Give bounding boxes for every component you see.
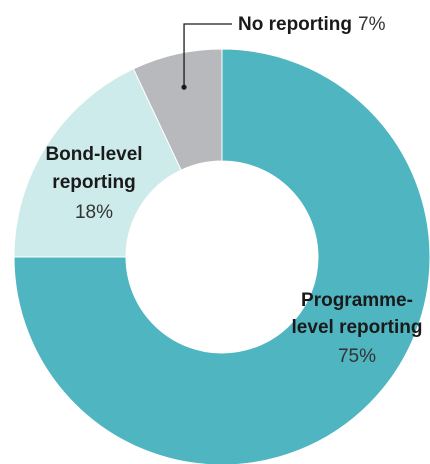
slice-label-programme-line2: level reporting [292,317,423,338]
slice-no-reporting [132,48,223,171]
leader-layer [181,23,232,90]
slice-label-bond-line2: reporting [52,172,135,193]
slice-label-no-reporting-name: No reporting [238,14,352,35]
slice-value-programme: 75% [338,346,376,367]
slice-label-bond-line1: Bond-level [45,144,142,165]
slice-label-programme-line1: Programme- [301,290,413,311]
slice-label-no-reporting: No reporting 7% [238,14,386,35]
slice-programme-level [13,48,430,464]
leader-line-no-reporting [183,23,232,88]
slice-bond-level [13,68,182,258]
slice-value-bond: 18% [75,202,113,223]
slices-layer [13,48,430,464]
slice-value-no-reporting: 7% [358,14,386,35]
leader-dot-no-reporting [181,84,187,90]
